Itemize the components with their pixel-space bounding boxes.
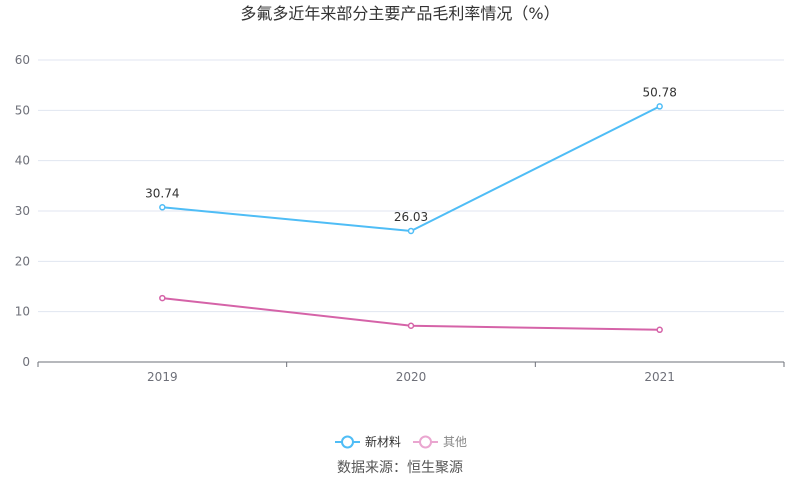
y-tick-label: 10 — [15, 305, 30, 319]
data-label: 30.74 — [145, 186, 179, 200]
source-note: 数据来源：恒生聚源 — [337, 460, 463, 476]
legend-label: 新材料 — [365, 434, 401, 449]
x-tick-label: 2021 — [644, 370, 675, 384]
data-label: 50.78 — [642, 85, 676, 99]
y-tick-label: 20 — [15, 254, 30, 268]
x-tick-label: 2019 — [147, 370, 178, 384]
legend-icon — [419, 435, 432, 449]
legend-label: 其他 — [443, 435, 467, 449]
y-tick-label: 60 — [15, 53, 30, 67]
legend-icon — [341, 435, 354, 449]
data-point — [656, 103, 663, 110]
data-point — [407, 322, 415, 330]
x-tick-label: 2020 — [396, 370, 427, 384]
chart-title: 多氟多近年来部分主要产品毛利率情况（%） — [240, 4, 559, 23]
data-point — [159, 294, 166, 302]
data-point — [159, 204, 166, 211]
y-tick-label: 40 — [15, 154, 30, 168]
y-tick-label: 0 — [22, 355, 30, 369]
data-point — [407, 227, 415, 235]
y-tick-label: 30 — [15, 204, 30, 218]
data-point — [656, 326, 663, 334]
y-tick-label: 50 — [15, 103, 30, 117]
data-label: 26.03 — [394, 210, 428, 224]
